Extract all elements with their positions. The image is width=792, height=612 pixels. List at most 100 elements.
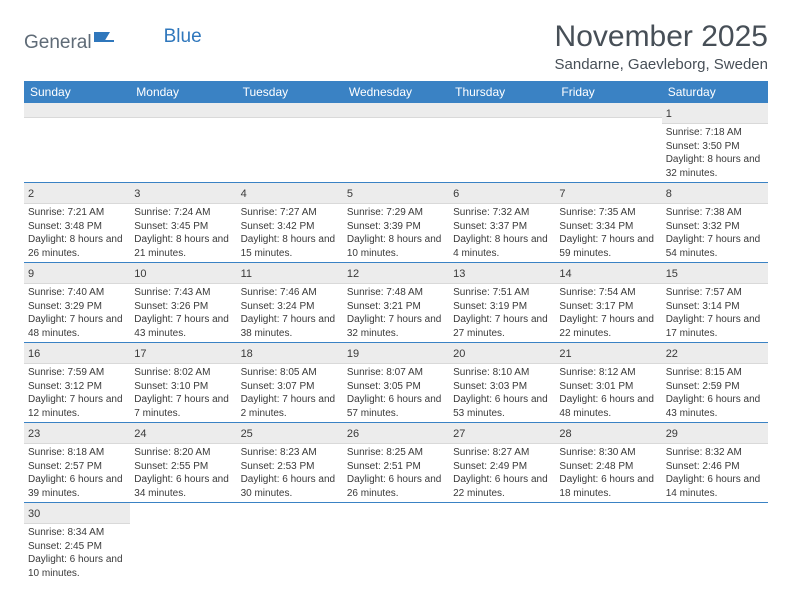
day-number: 23 <box>28 428 40 440</box>
sunrise-line: Sunrise: 7:57 AM <box>666 286 764 300</box>
calendar-cell <box>237 103 343 183</box>
logo-text-blue: Blue <box>164 26 202 48</box>
sunset-line: Sunset: 3:01 PM <box>559 380 657 394</box>
day-details: Sunrise: 8:30 AMSunset: 2:48 PMDaylight:… <box>555 444 661 502</box>
sunrise-line: Sunrise: 7:18 AM <box>666 126 764 140</box>
day-cell: 10Sunrise: 7:43 AMSunset: 3:26 PMDayligh… <box>130 263 236 343</box>
calendar-row: 30Sunrise: 8:34 AMSunset: 2:45 PMDayligh… <box>24 503 768 582</box>
daylight-line: Daylight: 7 hours and 48 minutes. <box>28 313 126 340</box>
calendar-cell <box>555 103 661 183</box>
day-details: Sunrise: 8:07 AMSunset: 3:05 PMDaylight:… <box>343 364 449 422</box>
month-title: November 2025 <box>555 20 768 54</box>
empty-cell <box>343 503 449 582</box>
daylight-line: Daylight: 7 hours and 12 minutes. <box>28 393 126 420</box>
day-cell: 5Sunrise: 7:29 AMSunset: 3:39 PMDaylight… <box>343 183 449 263</box>
calendar-cell: 25Sunrise: 8:23 AMSunset: 2:53 PMDayligh… <box>237 423 343 503</box>
daylight-line: Daylight: 6 hours and 22 minutes. <box>453 473 551 500</box>
sunset-line: Sunset: 3:19 PM <box>453 300 551 314</box>
day-details: Sunrise: 8:10 AMSunset: 3:03 PMDaylight:… <box>449 364 555 422</box>
calendar-row: 1Sunrise: 7:18 AMSunset: 3:50 PMDaylight… <box>24 103 768 183</box>
day-number: 5 <box>347 188 353 200</box>
day-cell: 23 Sunrise: 8:18 AMSunset: 2:57 PMDayligh… <box>24 423 130 503</box>
sunrise-line: Sunrise: 7:51 AM <box>453 286 551 300</box>
day-number-row: 15 <box>662 263 768 284</box>
logo-text-gray: General <box>24 32 92 54</box>
sunrise-line: Sunrise: 8:27 AM <box>453 446 551 460</box>
day-details: Sunrise: 7:18 AMSunset: 3:50 PMDaylight:… <box>662 124 768 182</box>
calendar-cell: 11Sunrise: 7:46 AMSunset: 3:24 PMDayligh… <box>237 263 343 343</box>
day-cell: 7Sunrise: 7:35 AMSunset: 3:34 PMDaylight… <box>555 183 661 263</box>
day-number: 15 <box>666 268 678 280</box>
empty-cell <box>555 103 661 183</box>
sunset-line: Sunset: 3:24 PM <box>241 300 339 314</box>
empty-cell <box>449 503 555 582</box>
sunrise-line: Sunrise: 7:32 AM <box>453 206 551 220</box>
calendar-cell: 13Sunrise: 7:51 AMSunset: 3:19 PMDayligh… <box>449 263 555 343</box>
day-number-row: 3 <box>130 183 236 204</box>
day-cell: 16Sunrise: 7:59 AMSunset: 3:12 PMDayligh… <box>24 343 130 423</box>
calendar-cell: 23 Sunrise: 8:18 AMSunset: 2:57 PMDayligh… <box>24 423 130 503</box>
sunset-line: Sunset: 3:42 PM <box>241 220 339 234</box>
day-cell: 25Sunrise: 8:23 AMSunset: 2:53 PMDayligh… <box>237 423 343 503</box>
sunset-line: Sunset: 2:45 PM <box>28 540 126 554</box>
day-number: 7 <box>559 188 565 200</box>
day-number: 13 <box>453 268 465 280</box>
calendar-cell: 29Sunrise: 8:32 AMSunset: 2:46 PMDayligh… <box>662 423 768 503</box>
day-cell: 22Sunrise: 8:15 AMSunset: 2:59 PMDayligh… <box>662 343 768 423</box>
day-number-row: 9 <box>24 263 130 284</box>
calendar-row: 9Sunrise: 7:40 AMSunset: 3:29 PMDaylight… <box>24 263 768 343</box>
day-number: 19 <box>347 348 359 360</box>
sunrise-line: Sunrise: 8:12 AM <box>559 366 657 380</box>
weekday-header: Sunday <box>24 81 130 103</box>
calendar-cell: 2Sunrise: 7:21 AMSunset: 3:48 PMDaylight… <box>24 183 130 263</box>
calendar-cell: 8Sunrise: 7:38 AMSunset: 3:32 PMDaylight… <box>662 183 768 263</box>
daylight-line: Daylight: 7 hours and 2 minutes. <box>241 393 339 420</box>
day-number: 10 <box>134 268 146 280</box>
day-cell: 21Sunrise: 8:12 AMSunset: 3:01 PMDayligh… <box>555 343 661 423</box>
day-details: Sunrise: 7:38 AMSunset: 3:32 PMDaylight:… <box>662 204 768 262</box>
daylight-line: Daylight: 7 hours and 22 minutes. <box>559 313 657 340</box>
sunrise-line: Sunrise: 7:21 AM <box>28 206 126 220</box>
day-cell: 27Sunrise: 8:27 AMSunset: 2:49 PMDayligh… <box>449 423 555 503</box>
day-number: 22 <box>666 348 678 360</box>
day-number-row: 23 <box>24 423 130 444</box>
sunrise-line: Sunrise: 8:15 AM <box>666 366 764 380</box>
daylight-line: Daylight: 6 hours and 53 minutes. <box>453 393 551 420</box>
sunset-line: Sunset: 3:03 PM <box>453 380 551 394</box>
day-details: Sunrise: 8:27 AMSunset: 2:49 PMDaylight:… <box>449 444 555 502</box>
empty-strip <box>130 103 236 118</box>
sunset-line: Sunset: 3:07 PM <box>241 380 339 394</box>
sunset-line: Sunset: 3:29 PM <box>28 300 126 314</box>
day-number-row: 18 <box>237 343 343 364</box>
day-details: Sunrise: 8:34 AMSunset: 2:45 PMDaylight:… <box>24 524 130 582</box>
day-number: 12 <box>347 268 359 280</box>
sunrise-line: Sunrise: 8:30 AM <box>559 446 657 460</box>
sunset-line: Sunset: 2:53 PM <box>241 460 339 474</box>
day-details: Sunrise: 8:18 AMSunset: 2:57 PMDaylight:… <box>24 444 130 502</box>
day-number: 14 <box>559 268 571 280</box>
day-details: Sunrise: 8:05 AMSunset: 3:07 PMDaylight:… <box>237 364 343 422</box>
day-number-row: 13 <box>449 263 555 284</box>
sunrise-line: Sunrise: 7:29 AM <box>347 206 445 220</box>
calendar-cell: 6Sunrise: 7:32 AMSunset: 3:37 PMDaylight… <box>449 183 555 263</box>
day-cell: 17Sunrise: 8:02 AMSunset: 3:10 PMDayligh… <box>130 343 236 423</box>
daylight-line: Daylight: 8 hours and 32 minutes. <box>666 153 764 180</box>
daylight-line: Daylight: 7 hours and 43 minutes. <box>134 313 232 340</box>
empty-strip <box>24 103 130 118</box>
day-number: 6 <box>453 188 459 200</box>
daylight-line: Daylight: 6 hours and 57 minutes. <box>347 393 445 420</box>
calendar-cell <box>130 503 236 582</box>
day-cell: 28Sunrise: 8:30 AMSunset: 2:48 PMDayligh… <box>555 423 661 503</box>
day-cell: 3Sunrise: 7:24 AMSunset: 3:45 PMDaylight… <box>130 183 236 263</box>
day-number-row: 30 <box>24 503 130 524</box>
sunset-line: Sunset: 3:26 PM <box>134 300 232 314</box>
day-number-row: 27 <box>449 423 555 444</box>
sunrise-line: Sunrise: 7:48 AM <box>347 286 445 300</box>
daylight-line: Daylight: 7 hours and 32 minutes. <box>347 313 445 340</box>
calendar-cell <box>449 503 555 582</box>
day-number-row: 21 <box>555 343 661 364</box>
sunset-line: Sunset: 3:37 PM <box>453 220 551 234</box>
day-number-row: 24 <box>130 423 236 444</box>
sunrise-line: Sunrise: 7:40 AM <box>28 286 126 300</box>
daylight-line: Daylight: 7 hours and 17 minutes. <box>666 313 764 340</box>
